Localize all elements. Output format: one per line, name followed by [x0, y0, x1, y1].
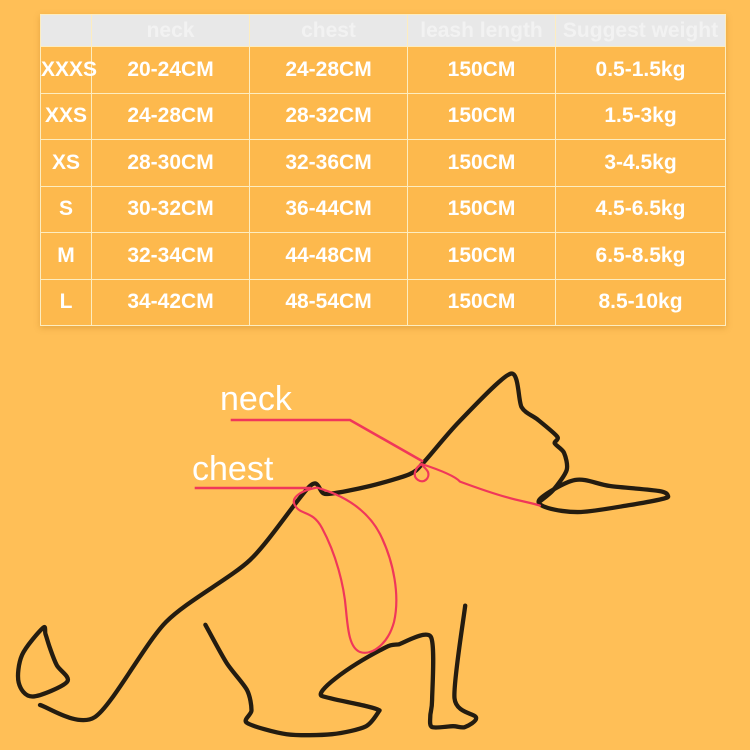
svg-text:neck: neck	[220, 380, 293, 418]
svg-text:chest: chest	[192, 450, 274, 488]
